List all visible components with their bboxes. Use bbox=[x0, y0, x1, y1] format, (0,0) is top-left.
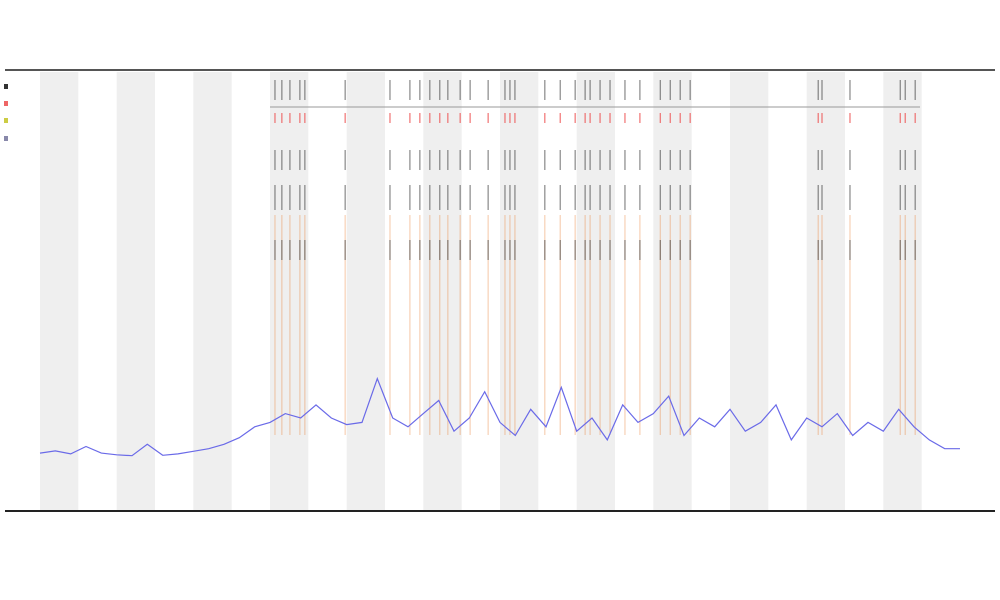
shade-band bbox=[346, 72, 385, 510]
shade-band bbox=[883, 72, 922, 510]
shade-band bbox=[576, 72, 615, 510]
shade-band bbox=[116, 72, 155, 510]
legend-swatch bbox=[4, 136, 8, 141]
shade-band bbox=[806, 72, 845, 510]
shading bbox=[40, 72, 922, 510]
legend-swatch bbox=[4, 118, 8, 123]
shade-band bbox=[653, 72, 692, 510]
legend-swatch bbox=[4, 101, 8, 106]
shade-band bbox=[423, 72, 462, 510]
shade-band bbox=[193, 72, 232, 510]
series-line bbox=[39, 376, 960, 457]
shade-band bbox=[500, 72, 539, 510]
shade-band bbox=[40, 72, 79, 510]
legend bbox=[4, 84, 8, 141]
shade-band bbox=[270, 72, 309, 510]
shade-band bbox=[730, 72, 769, 510]
legend-swatch bbox=[4, 84, 8, 89]
